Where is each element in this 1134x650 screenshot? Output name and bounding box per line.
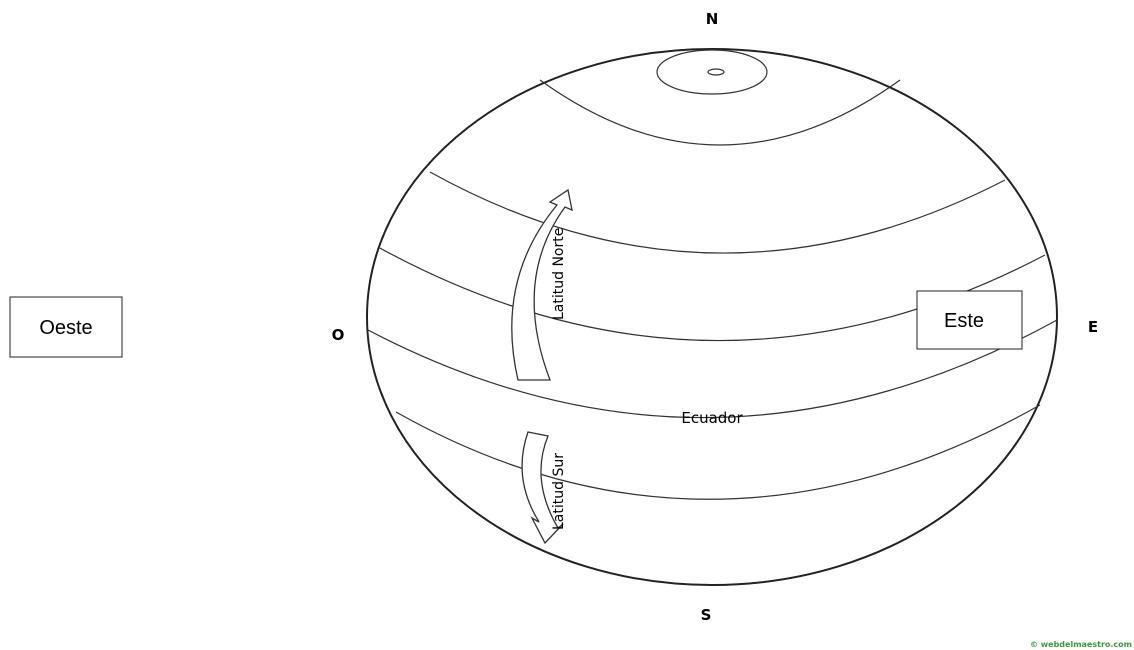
east-box	[916, 290, 1023, 350]
globe-outline	[366, 48, 1058, 586]
north-latitude-label: Latitud Norte	[551, 228, 567, 320]
latitude-line	[539, 79, 901, 146]
west-box-text: Oeste	[39, 317, 92, 339]
south-label: S	[701, 606, 712, 624]
west-label: O	[332, 326, 345, 344]
latitude-line	[395, 404, 1041, 500]
latitude-line	[429, 171, 1006, 254]
pole-point	[707, 68, 725, 76]
north-label: N	[706, 10, 719, 28]
west-box	[9, 296, 123, 358]
south-latitude-label: Latitud Sur	[551, 453, 567, 530]
north-arrow	[511, 188, 573, 381]
watermark: © webdelmaestro.com	[1030, 640, 1132, 649]
pole-ring	[656, 49, 768, 95]
equator-label: Ecuador	[681, 409, 743, 427]
equator-line	[367, 319, 1058, 419]
south-arrow	[521, 431, 564, 545]
east-box-text: Este	[944, 310, 984, 332]
east-label: E	[1088, 318, 1098, 336]
